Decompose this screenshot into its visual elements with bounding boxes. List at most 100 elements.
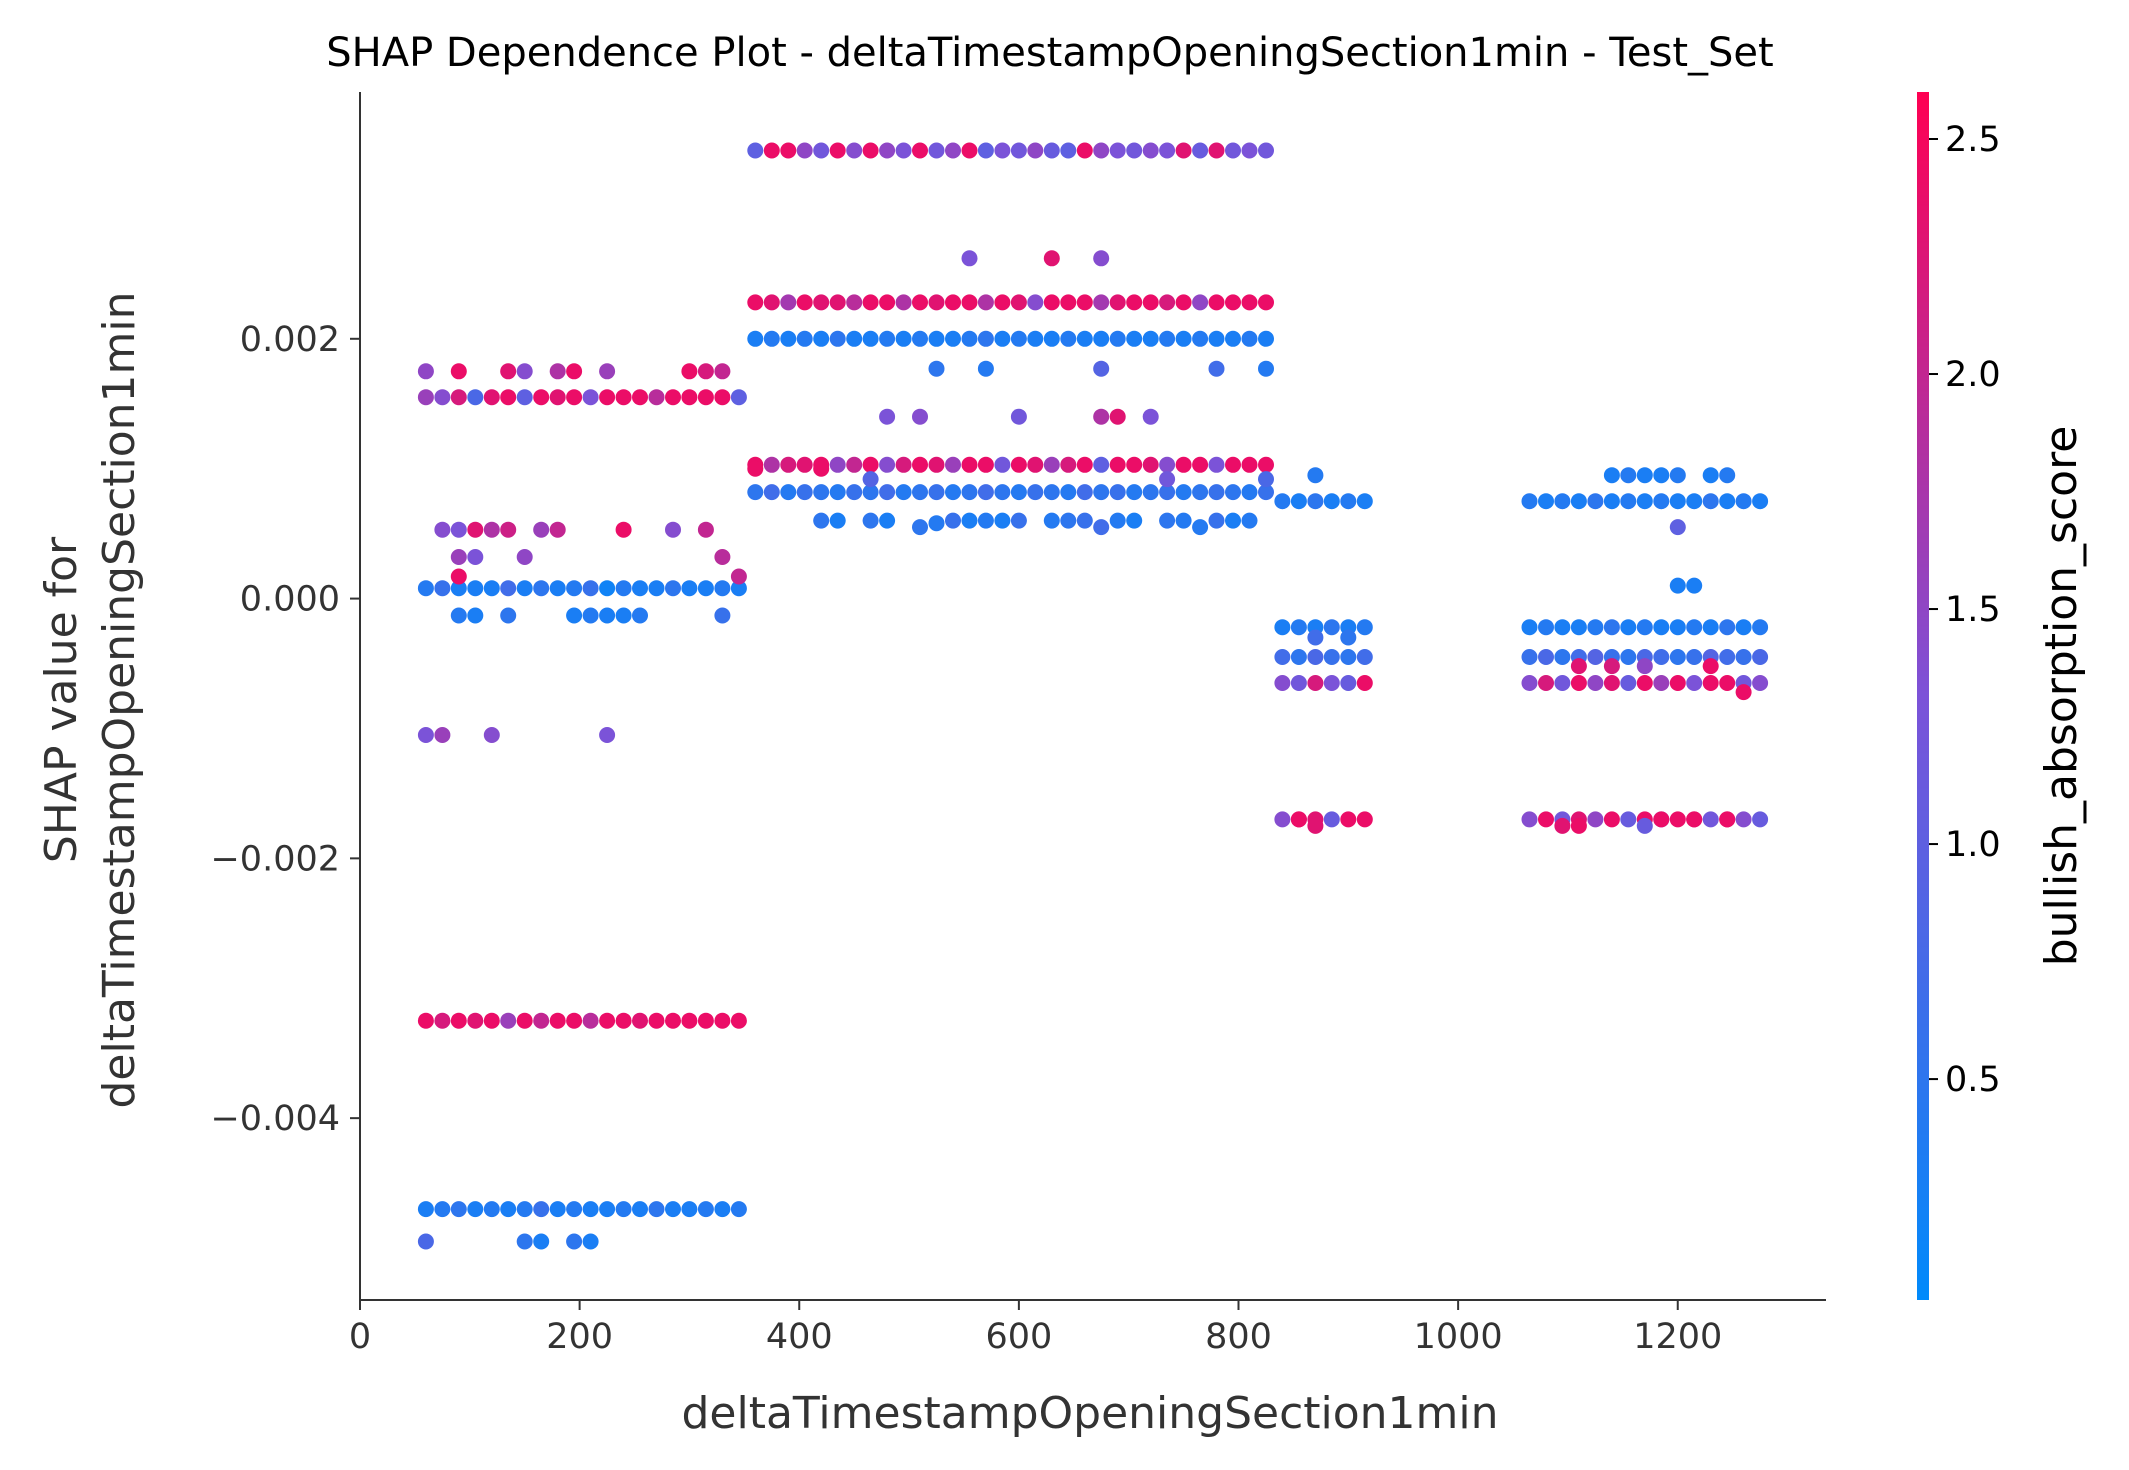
colorbar-label: bullish_absorption_score: [2036, 426, 2087, 967]
scatter-point: [417, 1012, 434, 1029]
scatter-point: [1093, 250, 1110, 267]
scatter-point: [1159, 484, 1176, 501]
scatter-point: [1142, 294, 1159, 311]
scatter-point: [1076, 330, 1093, 347]
scatter-point: [1274, 675, 1291, 691]
scatter-point: [994, 484, 1011, 501]
scatter-point: [961, 456, 978, 473]
scatter-point: [1554, 675, 1571, 691]
scatter-point: [928, 484, 945, 501]
scatter-point: [467, 389, 484, 406]
x-tick-label: 0: [349, 1317, 371, 1357]
scatter-point: [747, 484, 764, 501]
scatter-point: [1554, 619, 1571, 636]
scatter-point: [1323, 649, 1340, 665]
colorbar-tick-label: 2.5: [1945, 120, 2001, 160]
scatter-point: [434, 521, 451, 538]
scatter-point: [1159, 330, 1176, 347]
scatter-point: [632, 1201, 648, 1218]
scatter-point: [500, 580, 517, 597]
scatter-point: [1686, 811, 1703, 828]
scatter-point: [1290, 493, 1307, 510]
scatter-point: [1043, 330, 1060, 347]
scatter-point: [1669, 675, 1686, 691]
scatter-point: [549, 1201, 566, 1218]
scatter-point: [1060, 330, 1077, 347]
scatter-point: [648, 1201, 665, 1218]
scatter-point: [796, 294, 813, 311]
scatter-point: [1093, 456, 1110, 473]
scatter-point: [977, 512, 994, 529]
scatter-point: [1225, 294, 1241, 311]
scatter-point: [912, 519, 928, 536]
scatter-point: [1290, 649, 1307, 665]
scatter-point: [1076, 484, 1093, 501]
scatter-point: [928, 456, 945, 473]
scatter-point: [1669, 811, 1686, 828]
scatter-point: [1636, 817, 1653, 834]
scatter-point: [1274, 811, 1291, 828]
scatter-point: [1719, 649, 1736, 665]
scatter-point: [1538, 493, 1554, 510]
scatter-point: [1702, 675, 1719, 691]
scatter-point: [483, 1201, 500, 1218]
scatter-point: [1093, 360, 1110, 377]
scatter-point: [1620, 467, 1637, 484]
scatter-point: [763, 456, 780, 473]
scatter-point: [1159, 512, 1176, 529]
scatter-point: [1735, 649, 1752, 665]
y-axis-label-line-2: deltaTimestampOpeningSection1min: [94, 291, 145, 1108]
colorbar: [1917, 92, 1929, 1300]
scatter-point: [434, 580, 451, 597]
scatter-point: [912, 408, 928, 425]
scatter-point: [961, 250, 978, 267]
scatter-point: [1636, 467, 1653, 484]
scatter-point: [450, 521, 467, 538]
scatter-point: [533, 1012, 550, 1029]
scatter-point: [1307, 817, 1324, 834]
scatter-point: [599, 1201, 616, 1218]
scatter-point: [632, 580, 648, 597]
x-tick-label: 200: [546, 1317, 613, 1357]
scatter-point: [1043, 512, 1060, 529]
scatter-point: [1241, 484, 1258, 501]
scatter-point: [1669, 577, 1686, 594]
scatter-point: [945, 330, 961, 347]
scatter-point: [1702, 493, 1719, 510]
scatter-point: [500, 389, 517, 406]
scatter-point: [1702, 811, 1719, 828]
scatter-point: [1010, 294, 1027, 311]
scatter-point: [747, 460, 764, 477]
scatter-point: [450, 607, 467, 624]
scatter-point: [912, 330, 928, 347]
scatter-point: [879, 484, 896, 501]
y-tick-label: −0.002: [210, 839, 340, 879]
scatter-point: [1752, 649, 1769, 665]
scatter-point: [697, 580, 714, 597]
scatter-point: [780, 294, 797, 311]
scatter-point: [961, 484, 978, 501]
scatter-point: [1653, 649, 1670, 665]
scatter-point: [1241, 142, 1258, 159]
x-tick-label: 1200: [1633, 1317, 1722, 1357]
scatter-point: [1208, 330, 1225, 347]
scatter-point: [1521, 811, 1538, 828]
scatter-point: [1340, 629, 1357, 646]
scatter-point: [1307, 649, 1324, 665]
scatter-point: [747, 330, 764, 347]
scatter-point: [1735, 684, 1752, 701]
scatter-point: [1340, 649, 1357, 665]
scatter-point: [483, 521, 500, 538]
scatter-point: [681, 580, 698, 597]
scatter-point: [615, 607, 632, 624]
scatter-point: [1060, 456, 1077, 473]
scatter-point: [1603, 811, 1620, 828]
scatter-point: [714, 363, 731, 380]
scatter-point: [862, 471, 879, 488]
scatter-point: [1109, 408, 1126, 425]
scatter-point: [730, 568, 747, 585]
scatter-point: [1719, 675, 1736, 691]
scatter-point: [945, 512, 961, 529]
scatter-point: [879, 142, 896, 159]
scatter-point: [994, 456, 1011, 473]
